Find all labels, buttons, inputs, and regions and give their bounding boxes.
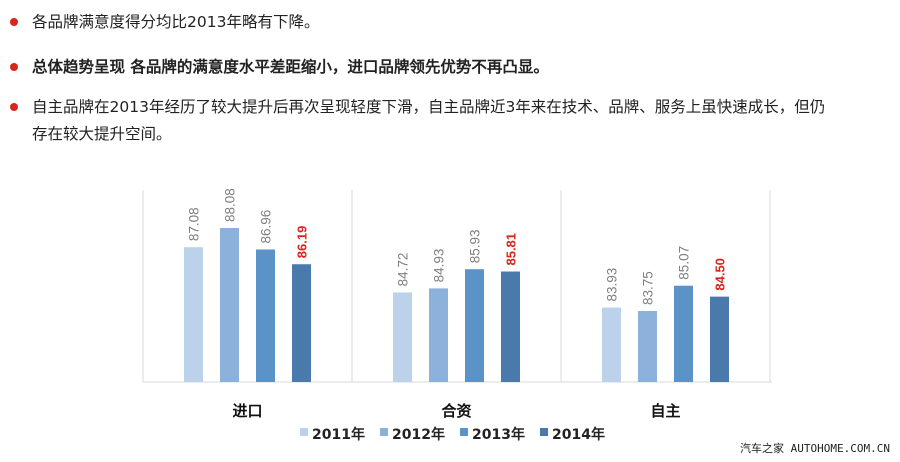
legend-swatch (460, 428, 468, 436)
bar (220, 228, 239, 382)
category-label: 合资 (440, 402, 471, 420)
bar (256, 249, 275, 382)
legend-label: 2013年 (472, 426, 525, 443)
watermark: 汽车之家 AUTOHOME.COM.CN (740, 442, 890, 455)
legend-swatch (380, 428, 388, 436)
data-label: 83.75 (641, 271, 656, 305)
legend-label: 2014年 (552, 426, 605, 443)
bar (638, 311, 657, 382)
bullet-text: 总体趋势呈现 各品牌的满意度水平差距缩小，进口品牌领先优势不再凸显。 (32, 58, 549, 76)
data-label: 87.08 (187, 207, 202, 241)
legend-label: 2012年 (392, 426, 445, 443)
data-label: 85.81 (504, 233, 519, 266)
bar (465, 269, 484, 382)
data-label: 85.93 (468, 229, 483, 263)
data-label: 84.93 (432, 249, 447, 283)
bar (602, 307, 621, 382)
data-label: 84.72 (396, 253, 411, 287)
bar (292, 264, 311, 382)
data-label: 83.93 (605, 268, 620, 302)
bar (429, 288, 448, 382)
bar (393, 292, 412, 382)
legend-swatch (300, 428, 308, 436)
bullet-text-line2: 存在较大提升空间。 (32, 125, 172, 143)
bullet-text: 各品牌满意度得分均比2013年略有下降。 (32, 13, 320, 31)
bar (501, 271, 520, 382)
bullet-text-line1: 自主品牌在2013年经历了较大提升后再次呈现轻度下滑，自主品牌近3年来在技术、品… (32, 98, 826, 116)
category-label: 进口 (232, 402, 262, 420)
data-label: 84.50 (713, 258, 728, 291)
data-label: 86.19 (295, 226, 310, 259)
data-label: 85.07 (677, 246, 692, 280)
legend-swatch (540, 428, 548, 436)
bullet-dot-icon (10, 18, 18, 26)
bar (710, 296, 729, 382)
bullet-dot-icon (10, 63, 18, 71)
bar (674, 285, 693, 382)
legend-label: 2011年 (312, 426, 365, 443)
bar (184, 247, 203, 382)
bullet-dot-icon (10, 103, 18, 111)
category-label: 自主 (650, 402, 680, 420)
data-label: 86.96 (259, 210, 274, 244)
data-label: 88.08 (223, 188, 238, 222)
